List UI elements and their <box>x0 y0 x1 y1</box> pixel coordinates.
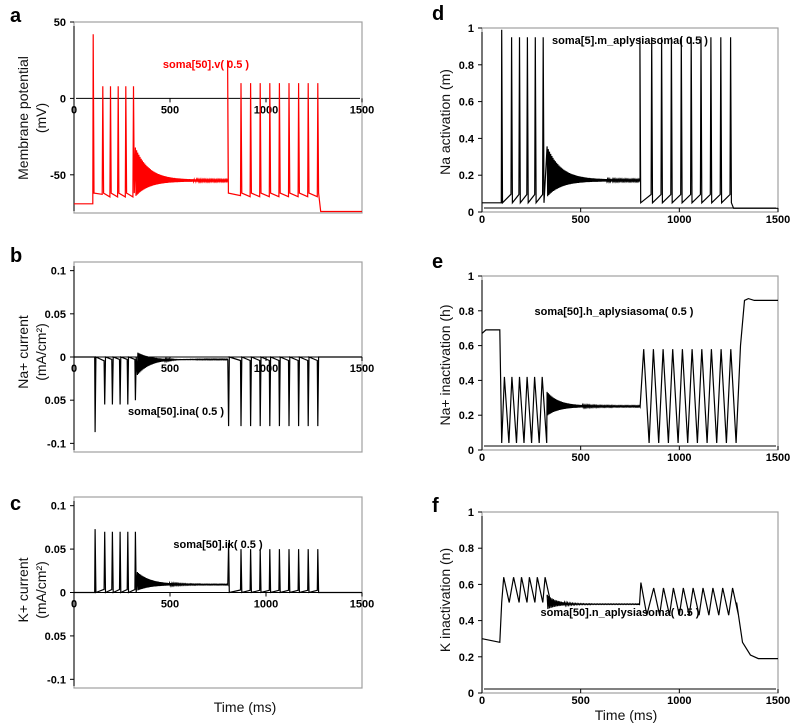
x-axis-title-right: Time (ms) <box>595 707 657 723</box>
y-tick-label: 0.8 <box>459 306 474 318</box>
panel-letter: a <box>10 5 22 27</box>
panel-frame <box>481 275 779 451</box>
x-tick-label: 500 <box>161 599 179 611</box>
x-tick-label: 0 <box>71 599 77 611</box>
y-axis-title-line: Membrane potential <box>15 56 31 180</box>
y-tick-label: -0.1 <box>47 438 66 450</box>
y-tick-label: 0.4 <box>459 616 475 628</box>
y-tick-label: -50 <box>50 170 66 182</box>
y-tick-label: 0.2 <box>459 410 474 422</box>
y-tick-label: 0.05 <box>45 395 66 407</box>
series-line <box>482 29 778 209</box>
x-tick-label: 500 <box>161 363 179 375</box>
panel-e: 0 500 1000 1500 0 0.2 0.4 0.6 0.8 1 soma[50].h_apl… <box>432 251 790 464</box>
x-axis-title-left: Time (ms) <box>214 699 276 715</box>
series-annotation: soma[50].n_aplysiasoma( 0.5 ) <box>541 607 700 619</box>
panel-letter: c <box>10 493 21 515</box>
panel-letter: e <box>432 251 443 273</box>
panel-c: 0 500 1000 1500 0.1 0.05 0 0.05 -0.1 soma[50].ik(… <box>10 493 374 689</box>
y-axis-title: Na+ current (mA/cm²) <box>15 315 49 389</box>
y-tick-label: 0.4 <box>459 133 475 145</box>
x-tick-label: 1500 <box>766 695 790 707</box>
y-tick-label: 0.05 <box>45 544 66 556</box>
x-tick-label: 1000 <box>254 104 278 116</box>
y-tick-label: 50 <box>54 17 66 29</box>
x-tick-label: 500 <box>571 695 589 707</box>
x-tick-label: 1000 <box>667 214 691 226</box>
y-axis-title-line: Na+ inactivation (h) <box>437 304 453 425</box>
panel-letter: b <box>10 245 22 267</box>
x-tick-label: 500 <box>571 214 589 226</box>
y-axis-title-line: (mV) <box>33 103 49 133</box>
x-tick-label: 1000 <box>667 695 691 707</box>
panel-b: 0 500 1000 1500 0.1 0.05 0 0.05 -0.1 soma[50].ina… <box>10 245 374 453</box>
x-tick-label: 0 <box>479 695 485 707</box>
y-tick-label: 0.1 <box>51 501 66 513</box>
y-tick-label: 0 <box>60 352 66 364</box>
y-tick-label: 0.8 <box>459 60 474 72</box>
y-tick-label: -0.1 <box>47 674 66 686</box>
series-line <box>481 577 778 660</box>
y-axis-title: Na+ inactivation (h) <box>437 304 453 425</box>
x-tick-label: 1500 <box>350 599 374 611</box>
x-tick-label: 1500 <box>766 452 790 464</box>
x-tick-label: 0 <box>479 452 485 464</box>
y-tick-label: 1 <box>468 507 474 519</box>
y-tick-label: 0.8 <box>459 543 474 555</box>
y-tick-label: 0.1 <box>51 266 66 278</box>
y-tick-label: 0 <box>60 93 66 105</box>
y-axis-title-line: (mA/cm²) <box>33 561 49 619</box>
series-annotation: soma[50].h_aplysiasoma( 0.5 ) <box>535 306 694 318</box>
y-tick-label: 0 <box>60 588 66 600</box>
y-tick-label: 0 <box>468 207 474 219</box>
series-annotation: soma[50].v( 0.5 ) <box>163 59 250 71</box>
y-axis-title-line: (mA/cm²) <box>33 323 49 381</box>
series-line <box>74 34 362 213</box>
panel-f: 0 500 1000 1500 0 0.2 0.4 0.6 0.8 1 soma[50].n_apl… <box>432 495 790 707</box>
y-axis-title-line: Na activation (m) <box>437 69 453 175</box>
y-axis-title-line: Na+ current <box>15 315 31 389</box>
y-axis-title: K inactivation (n) <box>437 548 453 652</box>
x-tick-label: 500 <box>161 104 179 116</box>
y-tick-label: 0 <box>468 445 474 457</box>
series-line <box>74 529 362 594</box>
series-annotation: soma[50].ik( 0.5 ) <box>173 539 263 551</box>
y-tick-label: 0.4 <box>459 375 475 387</box>
y-tick-label: 0.6 <box>459 341 474 353</box>
y-axis-title: Membrane potential (mV) <box>15 56 49 180</box>
series-annotation: soma[50].ina( 0.5 ) <box>128 406 224 418</box>
y-tick-label: 0.6 <box>459 97 474 109</box>
y-tick-label: 1 <box>468 23 474 35</box>
y-tick-label: 0.2 <box>459 170 474 182</box>
y-tick-label: 0.05 <box>45 631 66 643</box>
panel-letter: f <box>432 495 439 517</box>
x-tick-label: 1500 <box>350 363 374 375</box>
panel-d: 0 500 1000 1500 0 0.2 0.4 0.6 0.8 1 soma[5].m_aply… <box>432 3 790 226</box>
x-tick-label: 1500 <box>350 104 374 116</box>
x-tick-label: 500 <box>571 452 589 464</box>
x-tick-label: 1500 <box>766 214 790 226</box>
x-tick-label: 0 <box>71 104 77 116</box>
x-tick-label: 1000 <box>254 363 278 375</box>
y-tick-label: 0.05 <box>45 309 66 321</box>
y-tick-label: 0.2 <box>459 652 474 664</box>
y-axis-title: K+ current (mA/cm²) <box>15 557 49 622</box>
panel-letter: d <box>432 3 444 25</box>
x-tick-label: 0 <box>71 363 77 375</box>
y-tick-label: 0 <box>468 688 474 700</box>
y-axis-title: Na activation (m) <box>437 69 453 175</box>
x-tick-label: 0 <box>479 214 485 226</box>
series-line <box>74 352 362 433</box>
series-annotation: soma[5].m_aplysiasoma( 0.5 ) <box>552 35 708 47</box>
x-tick-label: 1000 <box>667 452 691 464</box>
y-axis-title-line: K+ current <box>15 557 31 622</box>
y-axis-title-line: K inactivation (n) <box>437 548 453 652</box>
series-line <box>481 297 778 444</box>
y-tick-label: 1 <box>468 271 474 283</box>
x-tick-label: 1000 <box>254 599 278 611</box>
y-tick-label: 0.6 <box>459 579 474 591</box>
